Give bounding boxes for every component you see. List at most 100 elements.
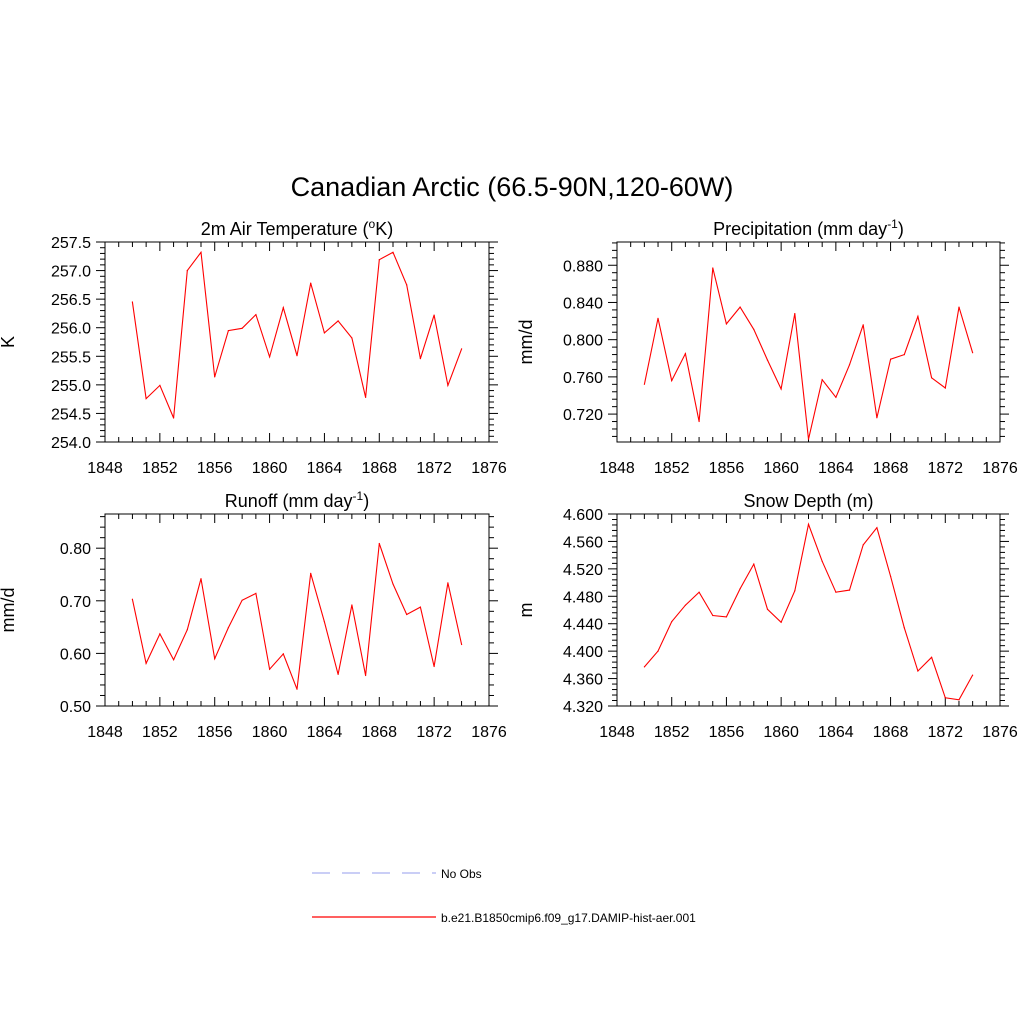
data-point bbox=[684, 353, 687, 355]
data-point bbox=[821, 379, 823, 381]
y-tick-label: 0.70 bbox=[60, 594, 91, 611]
data-point bbox=[821, 560, 823, 562]
data-point bbox=[862, 324, 864, 326]
legend-item: b.e21.B1850cmip6.f09_g17.DAMIP-hist-aer.… bbox=[312, 911, 696, 925]
y-axis-label: mm/d bbox=[516, 320, 536, 365]
y-tick-label: 254.0 bbox=[51, 435, 91, 452]
data-point bbox=[131, 598, 133, 600]
data-point bbox=[671, 380, 673, 382]
panel-title: Snow Depth (m) bbox=[743, 491, 873, 511]
x-tick-label: 1860 bbox=[763, 724, 799, 741]
data-point bbox=[903, 354, 905, 356]
panel-title: Runoff (mm day-1) bbox=[225, 489, 369, 511]
data-point bbox=[848, 364, 851, 366]
data-point bbox=[794, 590, 796, 592]
data-point bbox=[419, 358, 421, 360]
data-point bbox=[890, 358, 892, 360]
data-point bbox=[378, 542, 380, 545]
data-point bbox=[917, 670, 919, 672]
data-point bbox=[876, 527, 878, 529]
panel-3: 1848 1852 1856 1860 1864 1868 1872 1876 0.50 0.60… bbox=[0, 489, 507, 741]
y-tick-label: 0.80 bbox=[60, 541, 91, 558]
data-point bbox=[433, 665, 435, 668]
data-point bbox=[173, 659, 175, 661]
data-point bbox=[269, 668, 271, 670]
y-tick-label: 0.760 bbox=[563, 370, 603, 387]
y-tick-label: 4.360 bbox=[563, 672, 603, 689]
data-point bbox=[241, 599, 243, 601]
y-tick-label: 257.5 bbox=[51, 235, 91, 252]
data-point bbox=[433, 314, 435, 316]
x-tick-label: 1876 bbox=[982, 460, 1018, 477]
data-point bbox=[227, 627, 229, 629]
y-tick-label: 4.600 bbox=[563, 507, 603, 524]
x-tick-label: 1856 bbox=[709, 460, 745, 477]
data-point bbox=[296, 355, 298, 357]
data-point bbox=[392, 583, 394, 585]
y-tick-label: 255.5 bbox=[51, 349, 91, 366]
x-tick-label: 1864 bbox=[818, 460, 854, 477]
data-point bbox=[214, 658, 216, 660]
data-point bbox=[835, 591, 837, 593]
data-point bbox=[227, 330, 229, 332]
panel-4: 1848 1852 1856 1860 1864 1868 1872 1876 4.320 4.3… bbox=[516, 491, 1018, 741]
y-tick-label: 4.560 bbox=[563, 534, 603, 551]
data-point bbox=[145, 662, 147, 665]
y-tick-label: 256.5 bbox=[51, 292, 91, 309]
data-point bbox=[200, 578, 202, 580]
data-point bbox=[684, 604, 687, 606]
data-point bbox=[807, 523, 810, 525]
data-point bbox=[392, 251, 394, 253]
data-point bbox=[337, 673, 339, 676]
series-line bbox=[131, 250, 463, 419]
legend-item: No Obs bbox=[312, 867, 482, 881]
y-tick-label: 0.800 bbox=[563, 333, 603, 350]
data-point bbox=[725, 323, 728, 325]
data-point bbox=[835, 396, 837, 398]
x-tick-label: 1852 bbox=[654, 724, 690, 741]
y-tick-label: 0.720 bbox=[563, 407, 603, 424]
data-point bbox=[351, 604, 353, 606]
x-tick-label: 1860 bbox=[252, 724, 288, 741]
x-tick-label: 1848 bbox=[87, 460, 123, 477]
data-point bbox=[931, 656, 933, 658]
data-point bbox=[214, 376, 216, 378]
x-tick-label: 1856 bbox=[197, 724, 233, 741]
x-tick-label: 1848 bbox=[87, 724, 123, 741]
x-tick-label: 1864 bbox=[818, 724, 854, 741]
x-tick-label: 1856 bbox=[197, 460, 233, 477]
x-tick-label: 1848 bbox=[599, 724, 635, 741]
data-point bbox=[972, 674, 974, 676]
data-point bbox=[145, 398, 147, 400]
y-tick-label: 0.880 bbox=[563, 258, 603, 275]
x-tick-label: 1864 bbox=[307, 724, 343, 741]
data-point bbox=[337, 320, 339, 322]
data-point bbox=[310, 282, 312, 284]
y-tick-label: 254.5 bbox=[51, 406, 91, 423]
panels: 1848 1852 1856 1860 1864 1868 1872 1876 254.0 254… bbox=[0, 217, 1018, 741]
x-tick-label: 1848 bbox=[599, 460, 635, 477]
data-point bbox=[461, 348, 463, 350]
data-point bbox=[406, 613, 408, 616]
data-point bbox=[671, 621, 673, 623]
data-point bbox=[753, 328, 755, 330]
panel-title: Precipitation (mm day-1) bbox=[713, 217, 904, 239]
data-point bbox=[173, 417, 175, 419]
data-point bbox=[406, 284, 408, 286]
plot-frame bbox=[616, 513, 1001, 707]
x-tick-label: 1852 bbox=[142, 724, 178, 741]
y-tick-label: 4.480 bbox=[563, 589, 603, 606]
data-point bbox=[698, 420, 700, 423]
plot-frame bbox=[104, 513, 490, 707]
data-point bbox=[351, 337, 353, 339]
panel-2: 1848 1852 1856 1860 1864 1868 1872 1876 0.720 0.7… bbox=[516, 217, 1018, 477]
data-point bbox=[958, 699, 960, 701]
data-point bbox=[159, 384, 161, 386]
legend-label: No Obs bbox=[441, 867, 482, 881]
data-point bbox=[780, 388, 782, 390]
data-point bbox=[890, 575, 892, 578]
data-point bbox=[241, 327, 243, 329]
x-tick-label: 1872 bbox=[416, 724, 452, 741]
data-point bbox=[657, 317, 659, 319]
y-axis-label: K bbox=[0, 336, 18, 348]
